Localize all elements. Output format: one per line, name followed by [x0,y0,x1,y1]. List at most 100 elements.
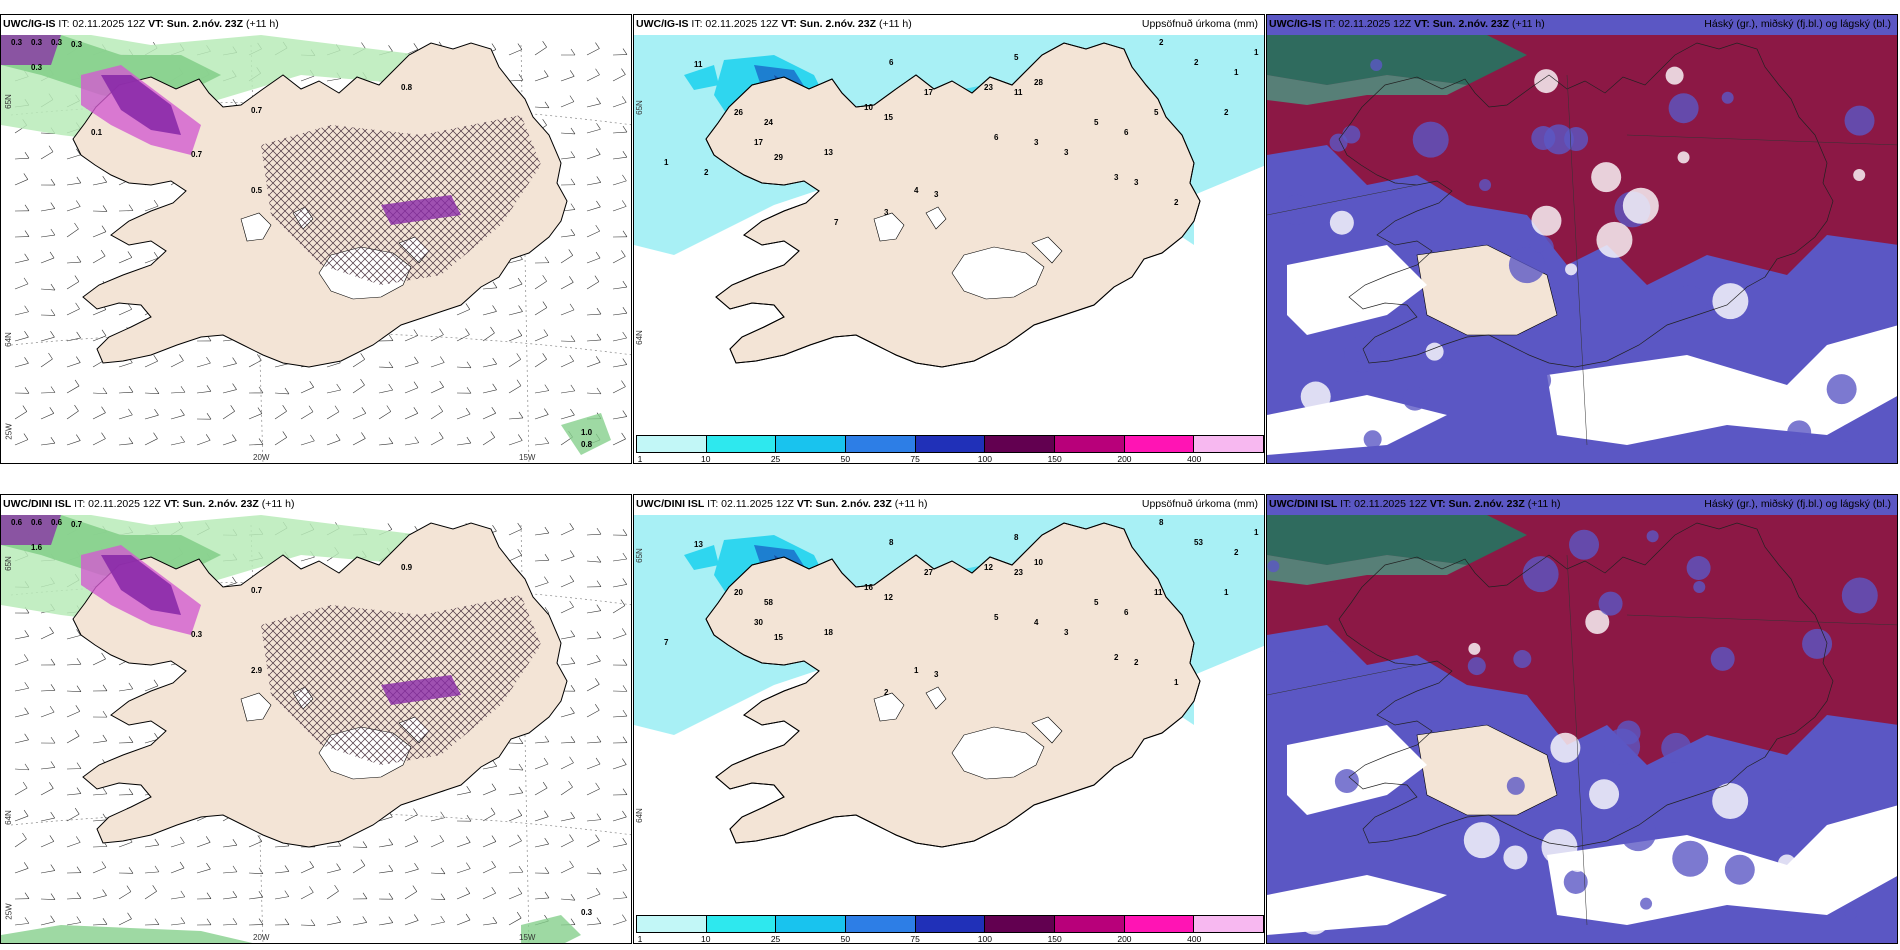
wind-barb [596,580,602,587]
wind-barb [282,405,287,412]
wind-barb [508,792,523,796]
wind-barb [482,437,495,446]
wind-barb [206,385,212,392]
precip-wind-map: 0.6 0.6 0.6 0.7 1.6 0.9 0.7 2.9 0.3 0.3 [1,495,631,943]
snow-hatch-area [261,115,541,285]
colorbar-labels: 1 10 25 50 75 100 150 200 400 [636,934,1264,944]
wind-barb [430,817,445,822]
wind-barb [621,380,626,387]
wind-barb [568,249,574,256]
colorbar-swatch [637,436,707,452]
wind-barb [48,145,54,152]
cloud-patch [1506,776,1525,795]
colorbar-tick-label: 200 [1117,934,1132,944]
wind-barb [612,816,627,822]
wind-barb [612,102,627,108]
wind-barb [412,885,418,892]
wind-barb [23,433,29,440]
cloud-patch [1363,430,1382,449]
wind-barb [569,834,574,841]
wind-barb [75,705,81,712]
wind-barb [430,921,445,926]
precip-value-label: 2 [1114,653,1119,662]
wind-barb [300,386,314,394]
precip-colorbar [636,435,1264,453]
wind-barb [596,604,602,611]
wind-barb [517,277,523,285]
panel-title-right: Uppsöfnuð úrkoma (mm) [1141,498,1258,510]
cloud-patch [1463,822,1500,859]
cloud-patch [1479,179,1492,192]
wind-barb [336,863,341,870]
wind-barb [101,329,107,337]
wind-barb [570,178,576,185]
wind-barb [570,657,576,664]
wind-barb [622,788,628,795]
coastline [705,522,1201,848]
precip-value-label: 2 [704,168,709,177]
wind-barb [48,352,53,360]
coastline [1338,522,1834,848]
wind-barb [596,917,602,924]
wind-barb [76,200,81,207]
wind-barb [560,898,575,901]
cloud-patch [1366,878,1385,897]
wind-barb [569,95,575,102]
clear-sky-area [1547,325,1897,445]
wind-barb [153,354,158,362]
wind-barb [508,335,523,342]
wind-barb [517,43,523,50]
wind-barb [586,684,600,692]
wind-barb [560,636,575,640]
wind-barb [456,919,471,926]
wind-barb [326,921,341,926]
colorbar-swatch [776,916,847,932]
wind-barb [100,249,106,257]
wind-barb [22,832,27,840]
wind-barb [534,443,549,446]
wind-barb [542,275,547,282]
wind-barb [66,228,79,238]
wind-barb [456,442,471,446]
colorbar-tick-label: 50 [840,454,851,464]
wind-barb [336,383,341,391]
wind-barb [14,439,29,446]
wind-barb [170,867,185,874]
wind-barb [560,255,573,264]
colorbar-swatch [706,436,777,452]
cloud-patch [1604,728,1641,765]
wind-barb [516,911,522,919]
precip-value-label: 16 [864,583,873,592]
wind-barb [570,811,575,819]
wind-barb [300,556,315,562]
wind-barb [24,387,30,394]
cloud-patch [1467,657,1486,676]
wind-barb [612,286,627,290]
precip-value-label: 0.8 [581,440,593,449]
wind-barb [101,225,107,232]
wind-barb [232,865,238,873]
wind-barb [586,339,601,342]
wind-barb [309,381,314,388]
wind-barb [206,356,211,364]
wind-barb [534,741,549,744]
wind-barb [595,68,600,75]
wind-barb [40,817,55,822]
colorbar-tick-label: 10 [701,454,711,464]
wind-barb [92,231,107,238]
precip-value-label: 0.3 [31,63,43,72]
high-cloud-area [1267,515,1897,765]
cloud-patch [1508,247,1545,284]
wind-barb [179,354,184,361]
wind-barb [456,366,471,369]
wind-barb [596,735,602,743]
cloud-patch [1543,124,1574,155]
wind-barb [595,251,601,259]
wind-barb [334,884,339,892]
precip-value-label: 13 [694,540,703,549]
wind-barb [309,861,314,868]
wind-barb [92,392,107,395]
wind-barb [534,307,548,316]
colorbar-tick-label: 25 [770,454,781,464]
wind-barb [622,914,627,921]
